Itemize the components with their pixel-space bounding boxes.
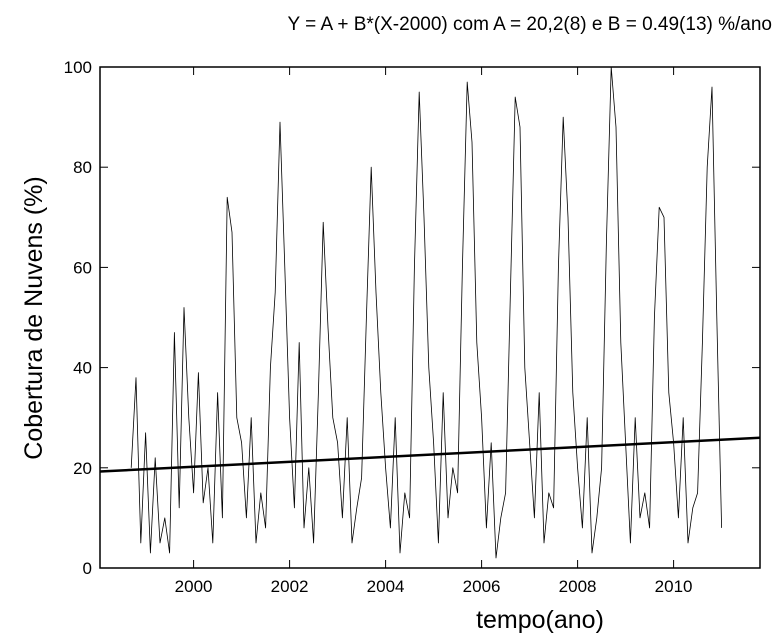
y-tick-label: 80 bbox=[73, 158, 92, 177]
plot-frame bbox=[99, 66, 761, 569]
y-tick-label: 20 bbox=[73, 459, 92, 478]
x-tick-label: 2000 bbox=[175, 577, 213, 596]
y-tick-label: 100 bbox=[64, 58, 92, 77]
chart-title: Y = A + B*(X-2000) com A = 20,2(8) e B =… bbox=[288, 14, 772, 35]
x-tick-label: 2010 bbox=[655, 577, 693, 596]
x-tick-label: 2008 bbox=[559, 577, 597, 596]
y-tick-label: 0 bbox=[83, 559, 92, 578]
y-axis-label: Cobertura de Nuvens (%) bbox=[20, 176, 48, 459]
trend-line bbox=[99, 436, 761, 473]
x-tick-label: 2004 bbox=[367, 577, 405, 596]
y-tick-label: 60 bbox=[73, 258, 92, 277]
x-tick-label: 2006 bbox=[463, 577, 501, 596]
x-axis-label: tempo(ano) bbox=[476, 606, 604, 634]
data-line bbox=[130, 66, 722, 559]
y-tick-label: 40 bbox=[73, 359, 92, 378]
x-tick-label: 2002 bbox=[271, 577, 309, 596]
